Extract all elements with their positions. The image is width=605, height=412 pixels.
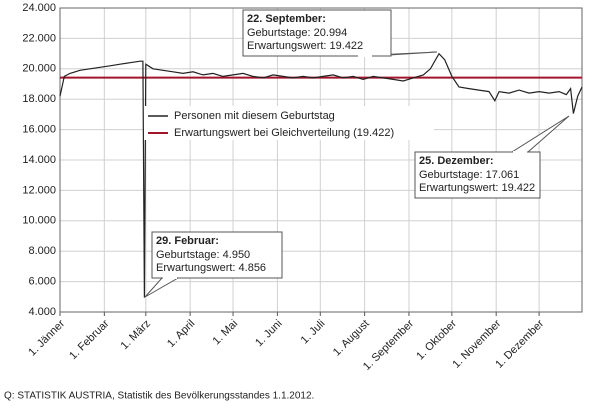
x-tick-label: 1. Juni xyxy=(253,318,284,349)
data-line xyxy=(59,52,583,298)
y-tick-label: 14.000 xyxy=(22,154,56,166)
y-tick-label: 18.000 xyxy=(22,93,56,105)
x-tick-label: 1. Februar xyxy=(67,317,112,362)
annotation-title: 25. Dezember: xyxy=(419,155,494,167)
y-tick-label: 24.000 xyxy=(22,2,56,14)
y-tick-label: 10.000 xyxy=(22,215,56,227)
x-tick-label: 1. August xyxy=(331,318,372,359)
annotation-text: Erwartungswert: 19.422 xyxy=(419,182,535,194)
y-tick-label: 12.000 xyxy=(22,184,56,196)
annotation-box xyxy=(151,231,283,279)
x-tick-label: 1. März xyxy=(119,318,153,352)
callout-arrow xyxy=(510,115,570,153)
source: Q: STATISTIK AUSTRIA, Statistik des Bevö… xyxy=(4,391,314,402)
y-tick-label: 4.000 xyxy=(28,306,56,318)
x-tick-label: 1. Juli xyxy=(299,318,328,347)
y-tick-label: 8.000 xyxy=(28,245,56,257)
legend-label: Erwartungswert bei Gleichverteilung (19.… xyxy=(174,127,394,139)
annotation-text: Geburtstage: 20.994 xyxy=(247,27,347,39)
callout-arrow xyxy=(144,277,180,298)
legend-label: Personen mit diesem Geburtstag xyxy=(174,110,335,122)
y-tick-label: 6.000 xyxy=(28,276,56,288)
x-tick-label: 1. Mai xyxy=(211,318,241,348)
annotation-box xyxy=(414,151,541,199)
annotation-text: Erwartungswert: 4.856 xyxy=(156,262,266,274)
x-tick-label: 1. Jänner xyxy=(26,317,67,358)
annotation-box xyxy=(242,9,392,57)
legend-bg xyxy=(144,106,434,140)
annotation-text: Geburtstage: 17.061 xyxy=(419,169,519,181)
annotation-title: 22. September: xyxy=(247,13,326,25)
x-tick-label: 1. Oktober xyxy=(414,317,459,362)
annotation-title: 29. Februar: xyxy=(156,235,219,247)
x-tick-label: 1. April xyxy=(165,318,197,350)
y-tick-label: 20.000 xyxy=(22,63,56,75)
plot-frame xyxy=(59,7,583,313)
y-tick-label: 22.000 xyxy=(22,32,56,44)
annotation-text: Erwartungswert: 19.422 xyxy=(247,40,363,52)
annotation-text: Geburtstage: 4.950 xyxy=(156,249,250,261)
y-tick-label: 16.000 xyxy=(22,124,56,136)
